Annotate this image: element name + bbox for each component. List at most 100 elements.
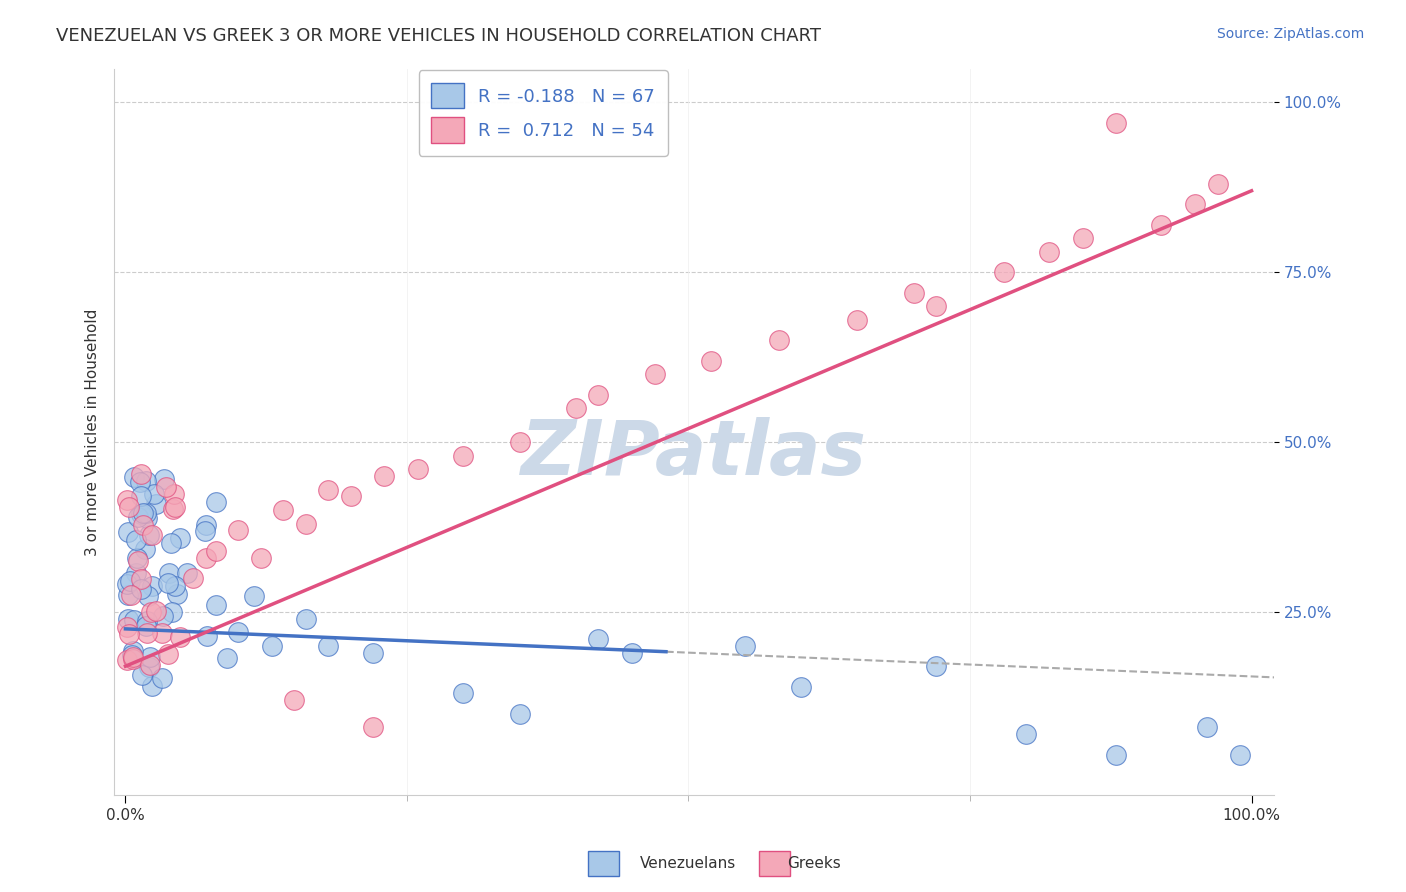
Point xyxy=(138,657,160,672)
Point xyxy=(283,693,305,707)
Point xyxy=(1105,116,1128,130)
Point xyxy=(1229,747,1251,762)
Legend: R = -0.188   N = 67, R =  0.712   N = 54: R = -0.188 N = 67, R = 0.712 N = 54 xyxy=(419,70,668,156)
Point xyxy=(509,435,531,450)
Point xyxy=(115,577,138,591)
Point xyxy=(121,650,143,665)
Point xyxy=(226,524,249,538)
Point xyxy=(129,572,152,586)
Point xyxy=(125,550,148,565)
Point xyxy=(621,646,644,660)
Point xyxy=(790,680,813,694)
Point xyxy=(138,659,160,673)
Text: Greeks: Greeks xyxy=(787,856,841,871)
Y-axis label: 3 or more Vehicles in Household: 3 or more Vehicles in Household xyxy=(86,309,100,556)
Point xyxy=(194,524,217,538)
Point xyxy=(129,467,152,482)
Point xyxy=(141,579,163,593)
Point xyxy=(204,543,226,558)
Point xyxy=(1105,747,1128,762)
Point xyxy=(993,265,1015,279)
Point xyxy=(271,503,294,517)
Point xyxy=(135,615,157,629)
Point xyxy=(131,668,153,682)
Point xyxy=(117,612,139,626)
Point xyxy=(195,628,218,642)
Point xyxy=(139,649,162,664)
Point xyxy=(1038,244,1060,259)
Point xyxy=(204,598,226,612)
Point xyxy=(127,510,149,524)
Point xyxy=(294,516,316,531)
Point xyxy=(136,626,159,640)
Point xyxy=(243,590,266,604)
Point xyxy=(644,367,666,381)
Point xyxy=(122,643,145,657)
Point xyxy=(903,285,925,300)
Point xyxy=(169,531,191,545)
Point xyxy=(157,647,180,661)
Point xyxy=(145,497,167,511)
Point xyxy=(181,571,204,585)
Point xyxy=(136,590,159,604)
Point xyxy=(135,474,157,488)
Text: Source: ZipAtlas.com: Source: ZipAtlas.com xyxy=(1216,27,1364,41)
Point xyxy=(150,626,173,640)
Point xyxy=(163,580,186,594)
Point xyxy=(406,462,429,476)
Point xyxy=(141,679,163,693)
Point xyxy=(565,401,588,416)
Point xyxy=(141,528,163,542)
Point xyxy=(121,648,143,662)
Point xyxy=(588,387,610,401)
Point xyxy=(118,500,141,515)
Point xyxy=(249,550,271,565)
Point xyxy=(194,551,217,566)
Point xyxy=(162,502,184,516)
Point xyxy=(136,511,159,525)
Point xyxy=(260,639,283,653)
Point xyxy=(132,517,155,532)
Point xyxy=(166,587,188,601)
Point xyxy=(195,518,218,533)
Point xyxy=(1015,727,1038,741)
Point xyxy=(453,686,475,700)
Point xyxy=(134,541,156,556)
Point xyxy=(157,566,180,580)
Point xyxy=(169,630,191,644)
Point xyxy=(117,525,139,540)
Point xyxy=(925,299,948,313)
Point xyxy=(373,469,395,483)
Point xyxy=(135,619,157,633)
Point xyxy=(125,533,148,547)
Point xyxy=(316,639,339,653)
Point xyxy=(1071,231,1094,245)
Point xyxy=(115,620,138,634)
Point xyxy=(316,483,339,497)
Point xyxy=(700,353,723,368)
Point xyxy=(129,475,152,490)
Point xyxy=(361,720,384,734)
Point xyxy=(129,489,152,503)
Point xyxy=(215,651,238,665)
Point xyxy=(509,706,531,721)
Point xyxy=(153,472,176,486)
Point xyxy=(205,495,228,509)
Text: VENEZUELAN VS GREEK 3 OR MORE VEHICLES IN HOUSEHOLD CORRELATION CHART: VENEZUELAN VS GREEK 3 OR MORE VEHICLES I… xyxy=(56,27,821,45)
Point xyxy=(734,639,756,653)
Point xyxy=(117,652,139,666)
Point xyxy=(120,588,142,602)
Point xyxy=(176,566,198,580)
Point xyxy=(152,609,174,624)
Point xyxy=(294,612,316,626)
Point xyxy=(165,500,187,515)
Point xyxy=(145,604,167,618)
Point xyxy=(150,671,173,685)
Point xyxy=(163,486,186,500)
Point xyxy=(925,659,948,673)
Point xyxy=(339,490,361,504)
Point xyxy=(118,627,141,641)
Point xyxy=(129,507,152,521)
Point xyxy=(124,613,146,627)
Point xyxy=(768,333,790,347)
